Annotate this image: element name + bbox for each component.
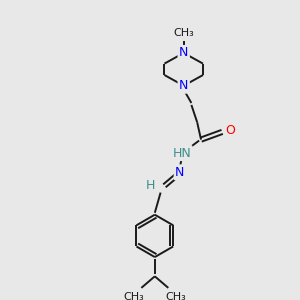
Text: O: O bbox=[225, 124, 235, 137]
Text: CH₃: CH₃ bbox=[166, 292, 186, 300]
Text: CH₃: CH₃ bbox=[173, 28, 194, 38]
Text: CH₃: CH₃ bbox=[123, 292, 144, 300]
Text: HN: HN bbox=[172, 147, 191, 160]
Text: N: N bbox=[175, 166, 184, 179]
Text: H: H bbox=[145, 179, 155, 192]
Text: N: N bbox=[179, 79, 188, 92]
Text: N: N bbox=[179, 46, 188, 59]
